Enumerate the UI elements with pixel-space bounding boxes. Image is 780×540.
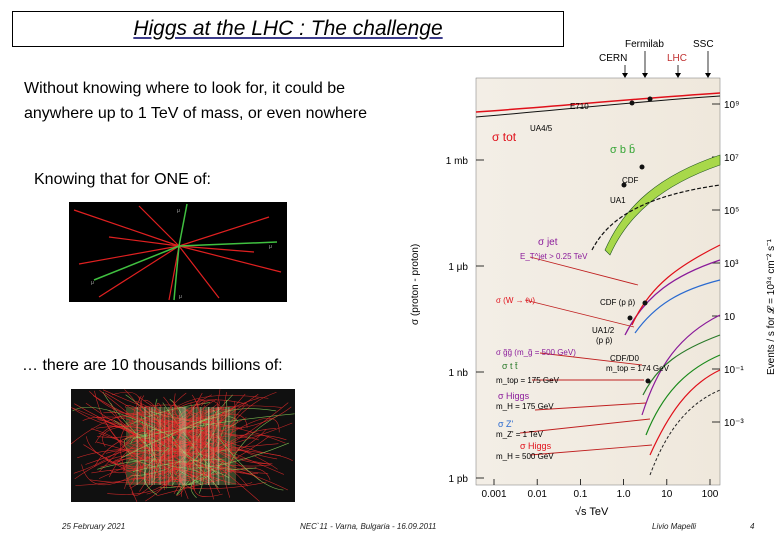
x-tick-label: 1.0 [617,489,631,500]
right-tick-label: 10 [724,312,736,323]
right-tick-label: 10⁹ [724,100,739,111]
label-sigma-gg: σ g̃g̃ (m_g̃ = 500 GeV) [496,348,576,357]
slide-title: Higgs at the LHC : The challenge [133,17,443,40]
label-mtop: m_top = 175 GeV [496,376,560,385]
curve-sigma-higgs-175 [645,354,721,436]
plot-area [475,77,721,486]
label-mh-1: m_H = 175 GeV [496,402,554,411]
there-are-text: … there are 10 thousands billions of: [22,357,283,374]
left-axis-title: σ (proton - proton) [410,244,421,325]
label-cdfd0: CDF/D0 [610,354,639,363]
accel-fermilab: Fermilab [625,39,664,50]
label-sigma-higgs-2: σ Higgs [520,441,552,451]
higgs-event-display: μ μ μ μ [69,202,287,302]
svg-text:μ: μ [269,244,272,250]
label-sigma-tot: σ tot [492,130,517,144]
label-ua12: UA1/2 [592,326,615,335]
label-cdf: CDF [622,176,639,185]
right-tick-label: 10⁻¹ [724,365,744,376]
curve-sigma-tot-band [475,95,721,118]
label-sigma-w: σ (W → ℓν) [496,296,535,305]
label-et-jet: E_T^jet > 0.25 TeV [520,252,588,261]
curve-sigma-higgs-500 [649,369,721,456]
curve-sigma-tt [642,334,721,396]
label-sigma-z: σ Z' [498,419,514,429]
right-tick-label: 10⁵ [724,206,739,217]
curve-sigma-tot [475,92,721,113]
label-cdf-w: CDF (p p̄) [600,298,635,307]
label-sigma-higgs-1: σ Higgs [498,391,530,401]
curve-sigma-z [634,279,721,334]
label-pointers [519,256,653,456]
x-tick-label: 0.1 [573,489,587,500]
x-axis-ticks: 0.001 0.01 0.1 1.0 10 100 [481,489,718,500]
right-tick-label: 10⁷ [724,153,739,164]
label-e710: E710 [570,102,589,111]
svg-text:μ: μ [177,208,180,214]
intro-line-2: anywhere up to 1 TeV of mass, or even no… [24,105,368,122]
left-tick-label: 1 mb [446,156,469,167]
label-ua1: UA1 [610,196,626,205]
right-tick-label: 10³ [724,259,739,270]
x-tick-label: 0.001 [481,489,506,500]
curve-sigma-bb-lo [591,184,721,251]
svg-text:μ: μ [179,294,182,300]
footer-page-number: 4 [750,522,755,531]
cross-section-chart: CERN Fermilab LHC SSC 1 mb 1 μb 1 nb 1 pb 1… [410,39,777,515]
curve-sigma-jet [624,259,721,336]
right-axis-ticks: 10⁹ 10⁷ 10⁵ 10³ 10 10⁻¹ 10⁻³ [712,100,744,429]
footer-conference: NEC`11 - Varna, Bulgaria - 16.09.2011 [300,522,437,531]
label-sigma-tt: σ t t̄ [502,361,518,371]
left-axis-ticks: 1 mb 1 μb 1 nb 1 pb [446,156,484,485]
x-tick-label: 100 [702,489,719,500]
curve-sigma-zprime [649,389,721,476]
x-tick-label: 0.01 [527,489,547,500]
intro-line-1: Without knowing where to look for, it co… [24,80,346,97]
data-points [621,96,653,384]
curve-sigma-gg [641,314,721,416]
svg-text:μ: μ [91,280,94,286]
accel-lhc: LHC [667,53,687,64]
label-mtop-obs: m_top = 174 GeV [606,364,670,373]
label-ua4: UA4/5 [530,124,553,133]
label-ua12b: (p p̄) [596,336,613,345]
accel-ssc: SSC [693,39,714,50]
left-tick-label: 1 μb [448,262,468,273]
footer-date: 25 February 2021 [62,522,126,531]
x-axis-title: √s TeV [575,506,609,515]
pileup-event-tracks [71,389,295,502]
footer-author: Livio Mapelli [652,522,697,531]
label-sigma-jet: σ jet [538,237,558,248]
left-tick-label: 1 pb [449,474,469,485]
band-sigma-bb [604,154,721,256]
x-gridlines [493,479,711,485]
curve-sigma-w [631,244,721,326]
right-axis-title: Events / s for 𝓛 = 10³⁴ cm⁻² s⁻¹ [765,238,777,375]
right-tick-label: 10⁻³ [724,418,744,429]
label-mh-2: m_H = 500 GeV [496,452,554,461]
accel-cern: CERN [599,53,627,64]
left-tick-label: 1 nb [449,368,469,379]
label-sigma-bb: σ b b̄ [610,143,635,156]
accelerator-labels: CERN Fermilab LHC SSC [599,39,714,78]
slide-title-box: Higgs at the LHC : The challenge [12,11,564,47]
label-mz: m_Z' = 1 TeV [496,430,544,439]
knowing-text: Knowing that for ONE of: [34,171,211,188]
x-tick-label: 10 [661,489,673,500]
pileup-event-display [71,389,295,502]
higgs-event-tracks: μ μ μ μ [73,203,282,301]
